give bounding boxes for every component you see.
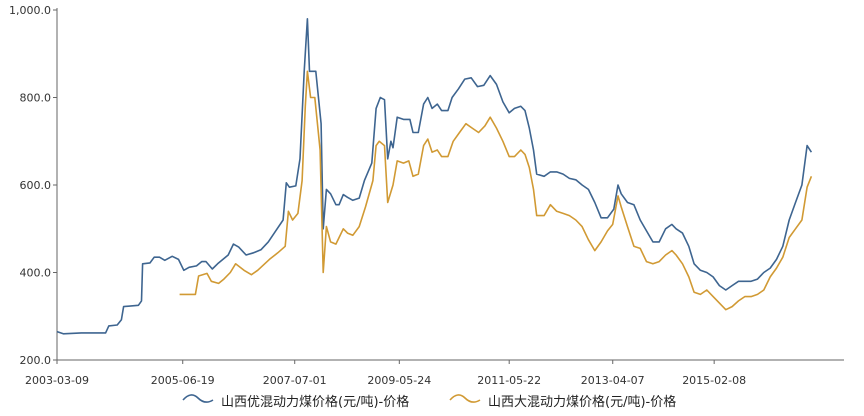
x-tick-label: 2011-05-22 xyxy=(477,374,541,387)
x-tick-label: 2009-05-24 xyxy=(367,374,431,387)
y-tick-label: 1,000.0 xyxy=(9,4,51,17)
x-axis: 2003-03-09 2005-06-19 2007-07-01 2009-05-24… xyxy=(25,359,844,387)
y-tick-label: 800.0 xyxy=(20,92,52,105)
y-tick-label: 400.0 xyxy=(20,267,52,280)
y-tick-label: 600.0 xyxy=(20,179,52,192)
legend-label-2: 山西大混动力煤价格(元/吨)-价格 xyxy=(488,394,676,410)
x-tick-label: 2003-03-09 xyxy=(25,374,89,387)
x-tick-label: 2005-06-19 xyxy=(151,374,215,387)
x-tick-label: 2015-02-08 xyxy=(682,374,746,387)
series-layer xyxy=(56,18,813,335)
legend-swatch-2 xyxy=(449,394,481,403)
series-line-2 xyxy=(179,70,813,311)
x-tick-label: 2013-04-07 xyxy=(581,374,645,387)
legend: 山西优混动力煤价格(元/吨)-价格 山西大混动力煤价格(元/吨)-价格 xyxy=(182,394,676,410)
y-tick-label: 200.0 xyxy=(20,354,52,367)
legend-swatch-1 xyxy=(182,394,214,403)
legend-label-1: 山西优混动力煤价格(元/吨)-价格 xyxy=(221,394,409,410)
y-axis: 200.0 400.0 600.0 800.0 1,000.0 xyxy=(9,4,58,367)
series-line-1 xyxy=(56,18,813,335)
x-tick-label: 2007-07-01 xyxy=(263,374,327,387)
